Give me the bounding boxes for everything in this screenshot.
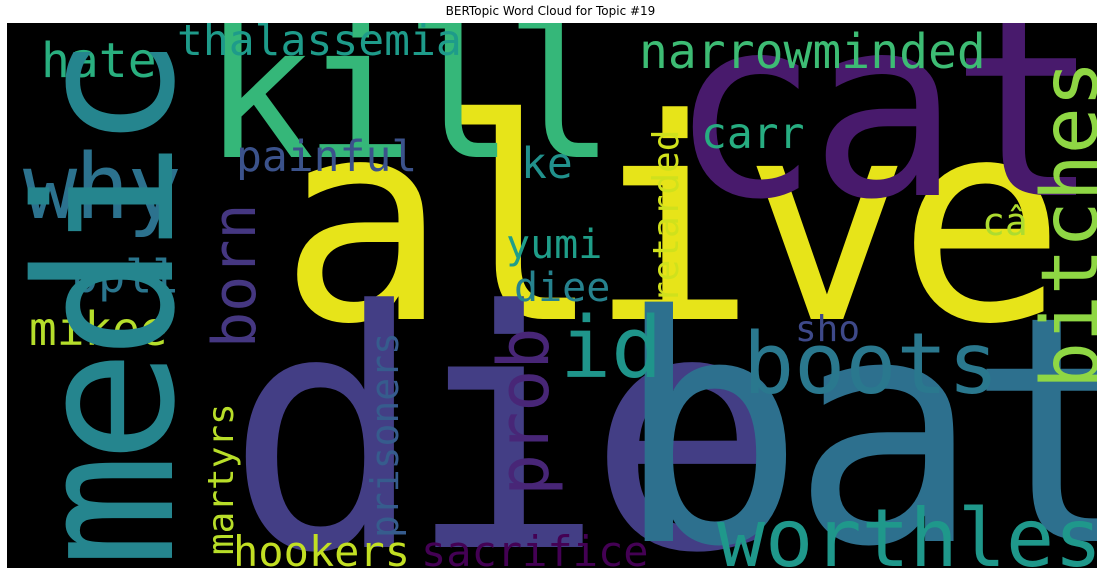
word-retarded: retarded — [646, 129, 687, 303]
word-hookers: hookers — [233, 527, 411, 569]
word-worthless: worthless — [717, 492, 1097, 569]
word-prisoners: prisoners — [363, 332, 407, 538]
word-narrowminded: narrowminded — [639, 24, 986, 80]
word-sho: sho — [795, 309, 861, 350]
word-sacrifice: sacrifice — [421, 527, 649, 569]
word-painful: painful — [236, 132, 418, 182]
word-yumi: yumi — [506, 222, 603, 268]
word-cloud-canvas: alive die bat cat kill worthless boots w… — [7, 23, 1097, 568]
word-hate: hate — [41, 33, 157, 89]
word-boots: boots — [743, 315, 999, 414]
word-ca: câ — [982, 200, 1028, 244]
word-martyrs: martyrs — [201, 403, 242, 555]
word-diee: diee — [514, 265, 611, 311]
word-why: why — [23, 135, 182, 240]
word-id: id — [560, 299, 663, 398]
word-alive: alive — [279, 60, 1066, 386]
word-cat: cat — [669, 23, 1097, 254]
word-mikee: mikee — [29, 302, 168, 356]
word-bitches: bitches — [1026, 60, 1097, 389]
word-born: born — [200, 203, 270, 349]
word-carr: carr — [701, 109, 805, 159]
word-prob: prob — [483, 327, 565, 496]
word-ppll: ppll — [71, 250, 180, 303]
word-medic: kill — [203, 23, 616, 201]
figure-title: BERTopic Word Cloud for Topic #19 — [445, 4, 656, 18]
word-die: die — [226, 241, 786, 568]
word-bat: bat — [615, 250, 1097, 569]
word-kill: medic — [7, 46, 217, 568]
word-thalassemia: thalassemia — [177, 23, 462, 66]
word-ke: ke — [521, 139, 573, 189]
